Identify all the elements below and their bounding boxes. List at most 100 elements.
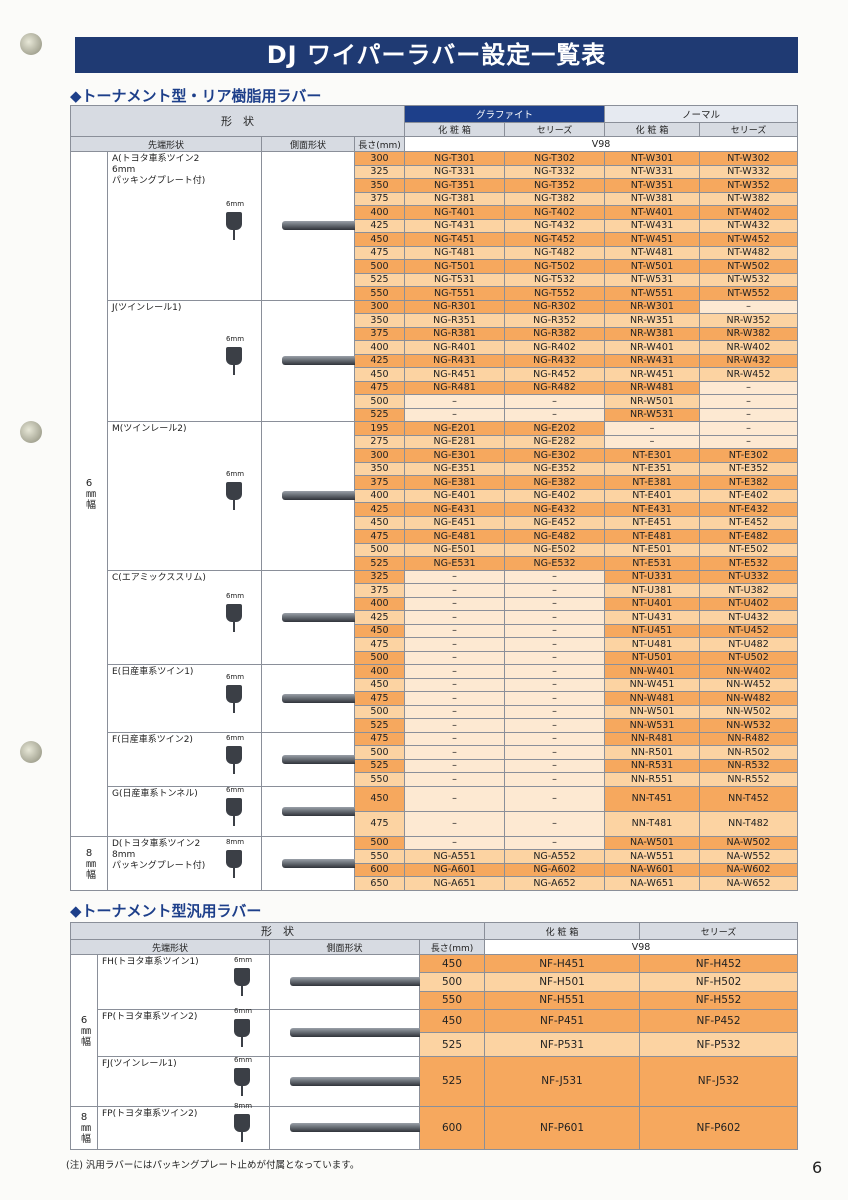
length-cell: 425	[355, 219, 405, 233]
length-cell: 500	[355, 651, 405, 665]
part-number-cell: NT-E502	[700, 543, 798, 557]
part-number-cell: NR-W481	[605, 381, 700, 395]
length-cell: 425	[355, 611, 405, 625]
part-number-cell: NG-T431	[405, 219, 505, 233]
part-number-cell: –	[505, 408, 605, 422]
tip-size-label: 6mm	[233, 1055, 253, 1064]
header-cell: 側面形状	[262, 137, 355, 152]
tip-icon	[234, 1114, 250, 1133]
part-number-cell: NG-T331	[405, 165, 505, 179]
length-cell: 375	[355, 584, 405, 598]
part-number-cell: NN-W532	[700, 719, 798, 733]
tip-size-label: 6mm	[225, 785, 245, 794]
length-cell: 475	[355, 811, 405, 837]
header-cell: 化 粧 箱	[485, 922, 640, 940]
part-number-cell: NG-T432	[505, 219, 605, 233]
part-number-cell: NT-W401	[605, 206, 700, 220]
side-profile	[290, 1076, 420, 1086]
length-cell: 525	[355, 273, 405, 287]
part-number-cell: NT-W531	[605, 273, 700, 287]
part-number-cell: –	[505, 746, 605, 760]
part-number-cell: –	[405, 746, 505, 760]
part-number-cell: NF-J531	[485, 1056, 640, 1107]
tip-icon	[226, 347, 242, 366]
length-cell: 450	[355, 368, 405, 382]
part-number-cell: –	[405, 597, 505, 611]
part-number-cell: NT-U452	[700, 624, 798, 638]
length-cell: 450	[355, 516, 405, 530]
part-number-cell: NG-E382	[505, 476, 605, 490]
tip-icon	[226, 603, 242, 622]
side-profile	[282, 806, 355, 816]
part-number-cell: –	[505, 584, 605, 598]
part-number-cell: –	[405, 836, 505, 850]
part-number-cell: NG-R452	[505, 368, 605, 382]
part-number-cell: –	[405, 811, 505, 837]
part-number-cell: NF-P602	[640, 1106, 798, 1150]
part-number-cell: NT-U332	[700, 570, 798, 584]
part-number-cell: –	[405, 732, 505, 746]
side-profile	[282, 858, 355, 868]
part-number-cell: NT-U401	[605, 597, 700, 611]
part-number-cell: NN-T481	[605, 811, 700, 837]
title-bar	[75, 37, 798, 73]
part-number-cell: NG-E201	[405, 422, 505, 436]
part-number-cell: NT-W301	[605, 152, 700, 166]
part-number-cell: NT-W402	[700, 206, 798, 220]
length-cell: 450	[355, 233, 405, 247]
part-number-cell: NN-W452	[700, 678, 798, 692]
part-number-cell: NG-E452	[505, 516, 605, 530]
part-number-cell: NG-T532	[505, 273, 605, 287]
part-number-cell: NF-H552	[640, 991, 798, 1010]
tip-icon	[226, 684, 242, 703]
part-number-cell: –	[505, 624, 605, 638]
length-cell: 325	[355, 570, 405, 584]
part-number-cell: NN-T452	[700, 786, 798, 812]
tip-icon	[226, 849, 242, 868]
tip-stem	[233, 763, 235, 774]
length-cell: 350	[355, 179, 405, 193]
part-number-cell: NG-R352	[505, 314, 605, 328]
part-number-cell: NT-W532	[700, 273, 798, 287]
tip-stem	[233, 815, 235, 826]
part-number-cell: NG-E281	[405, 435, 505, 449]
length-cell: 550	[355, 287, 405, 301]
part-number-cell: NN-T482	[700, 811, 798, 837]
part-number-cell: NG-T401	[405, 206, 505, 220]
width-label: 8㎜幅	[70, 836, 108, 891]
header-cell: 先端形状	[70, 940, 270, 955]
part-number-cell: NR-W431	[605, 354, 700, 368]
part-number-cell: NN-W501	[605, 705, 700, 719]
part-number-cell: NA-W652	[700, 877, 798, 891]
part-number-cell: –	[505, 811, 605, 837]
part-number-cell: NN-W481	[605, 692, 700, 706]
header-cell: 化 粧 箱	[405, 123, 505, 137]
part-number-cell: –	[505, 678, 605, 692]
part-number-cell: –	[405, 408, 505, 422]
part-number-cell: –	[405, 395, 505, 409]
part-number-cell: NT-E531	[605, 557, 700, 571]
part-number-cell: –	[405, 638, 505, 652]
part-number-cell: NG-E431	[405, 503, 505, 517]
part-number-cell: NN-T451	[605, 786, 700, 812]
part-number-cell: NT-U501	[605, 651, 700, 665]
tip-stem	[241, 1132, 243, 1143]
part-number-cell: NR-W452	[700, 368, 798, 382]
part-number-cell: NG-R382	[505, 327, 605, 341]
part-number-cell: NG-T501	[405, 260, 505, 274]
part-number-cell: NG-E402	[505, 489, 605, 503]
width-label: 6㎜幅	[70, 955, 98, 1107]
part-number-cell: NR-W531	[605, 408, 700, 422]
tip-size-label: 6mm	[225, 733, 245, 742]
part-number-cell: NN-W451	[605, 678, 700, 692]
length-cell: 525	[355, 719, 405, 733]
side-profile	[282, 693, 355, 703]
part-number-cell: NT-W451	[605, 233, 700, 247]
tip-icon	[226, 745, 242, 764]
tip-stem	[233, 621, 235, 632]
tip-size-label: 6mm	[233, 1007, 253, 1016]
length-cell: 450	[355, 786, 405, 812]
part-number-cell: NF-P532	[640, 1033, 798, 1057]
part-number-cell: –	[405, 759, 505, 773]
part-number-cell: –	[700, 422, 798, 436]
